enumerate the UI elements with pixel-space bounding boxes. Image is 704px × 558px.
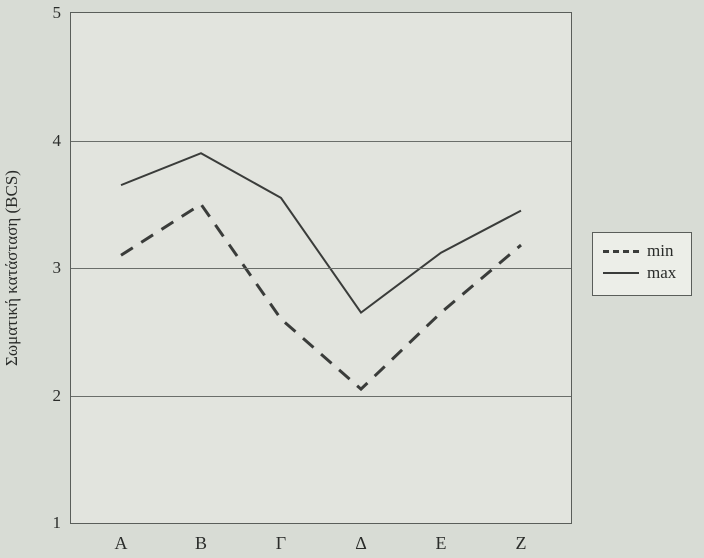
legend: minmax	[592, 232, 692, 296]
y-tick-label: 3	[53, 258, 72, 278]
gridline	[71, 396, 571, 397]
y-tick-label: 1	[53, 513, 72, 533]
y-tick-label: 4	[53, 131, 72, 151]
legend-label: min	[647, 241, 673, 261]
x-tick-label: Β	[195, 523, 207, 554]
legend-item-min: min	[603, 241, 681, 261]
legend-swatch	[603, 272, 639, 274]
x-tick-label: Ε	[436, 523, 447, 554]
chart-container: 12345ΑΒΓΔΕΖ Σωματική κατάσταση (BCS) min…	[0, 0, 704, 558]
y-tick-label: 5	[53, 3, 72, 23]
plot-area: 12345ΑΒΓΔΕΖ	[70, 12, 572, 524]
series-line-max	[121, 153, 521, 312]
legend-swatch	[603, 250, 639, 253]
x-tick-label: Ζ	[516, 523, 527, 554]
legend-item-max: max	[603, 263, 681, 283]
y-axis-label: Σωματική κατάσταση (BCS)	[2, 170, 22, 366]
legend-label: max	[647, 263, 676, 283]
x-tick-label: Α	[115, 523, 128, 554]
series-line-min	[121, 204, 521, 389]
x-tick-label: Γ	[276, 523, 286, 554]
x-tick-label: Δ	[355, 523, 367, 554]
y-tick-label: 2	[53, 386, 72, 406]
gridline	[71, 268, 571, 269]
gridline	[71, 141, 571, 142]
